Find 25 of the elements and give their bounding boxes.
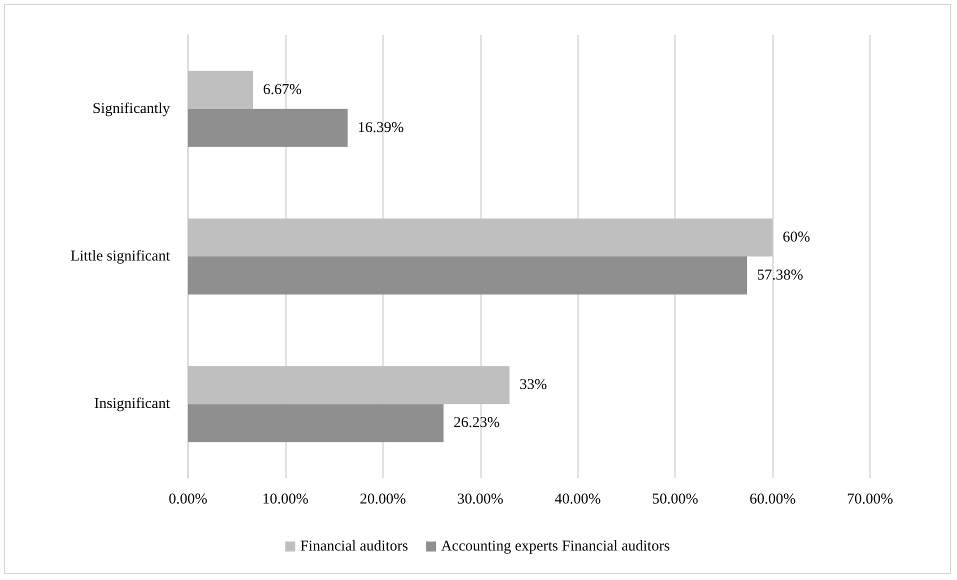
y-tick-label: Insignificant — [94, 396, 171, 412]
data-label: 33% — [520, 377, 548, 394]
y-tick-label: Significantly — [92, 100, 170, 117]
data-label: 6.67% — [262, 82, 302, 98]
bar — [188, 70, 253, 109]
bar — [188, 218, 773, 256]
data-label: 57.38% — [757, 268, 804, 284]
x-tick-label: 40.00% — [554, 492, 601, 508]
x-tick-label: 50.00% — [652, 492, 698, 508]
bar — [188, 366, 510, 404]
x-tick-label: 70.00% — [846, 492, 894, 508]
bar — [188, 404, 444, 442]
x-tick-label: 30.00% — [457, 492, 504, 508]
data-label: 26.23% — [454, 415, 500, 432]
x-tick-label: 60.00% — [749, 492, 796, 508]
bar — [188, 256, 748, 294]
data-label: 60% — [782, 230, 810, 246]
legend-label: Financial auditors — [300, 538, 408, 554]
x-tick-label: 0.00% — [168, 492, 208, 508]
x-tick-label: 20.00% — [360, 492, 406, 508]
bar — [188, 108, 348, 147]
legend-label: Accounting experts Financial auditors — [441, 538, 670, 554]
y-tick-label: Little significant — [70, 248, 171, 264]
data-label: 16.39% — [358, 120, 404, 136]
x-tick-label: 10.00% — [262, 492, 309, 508]
